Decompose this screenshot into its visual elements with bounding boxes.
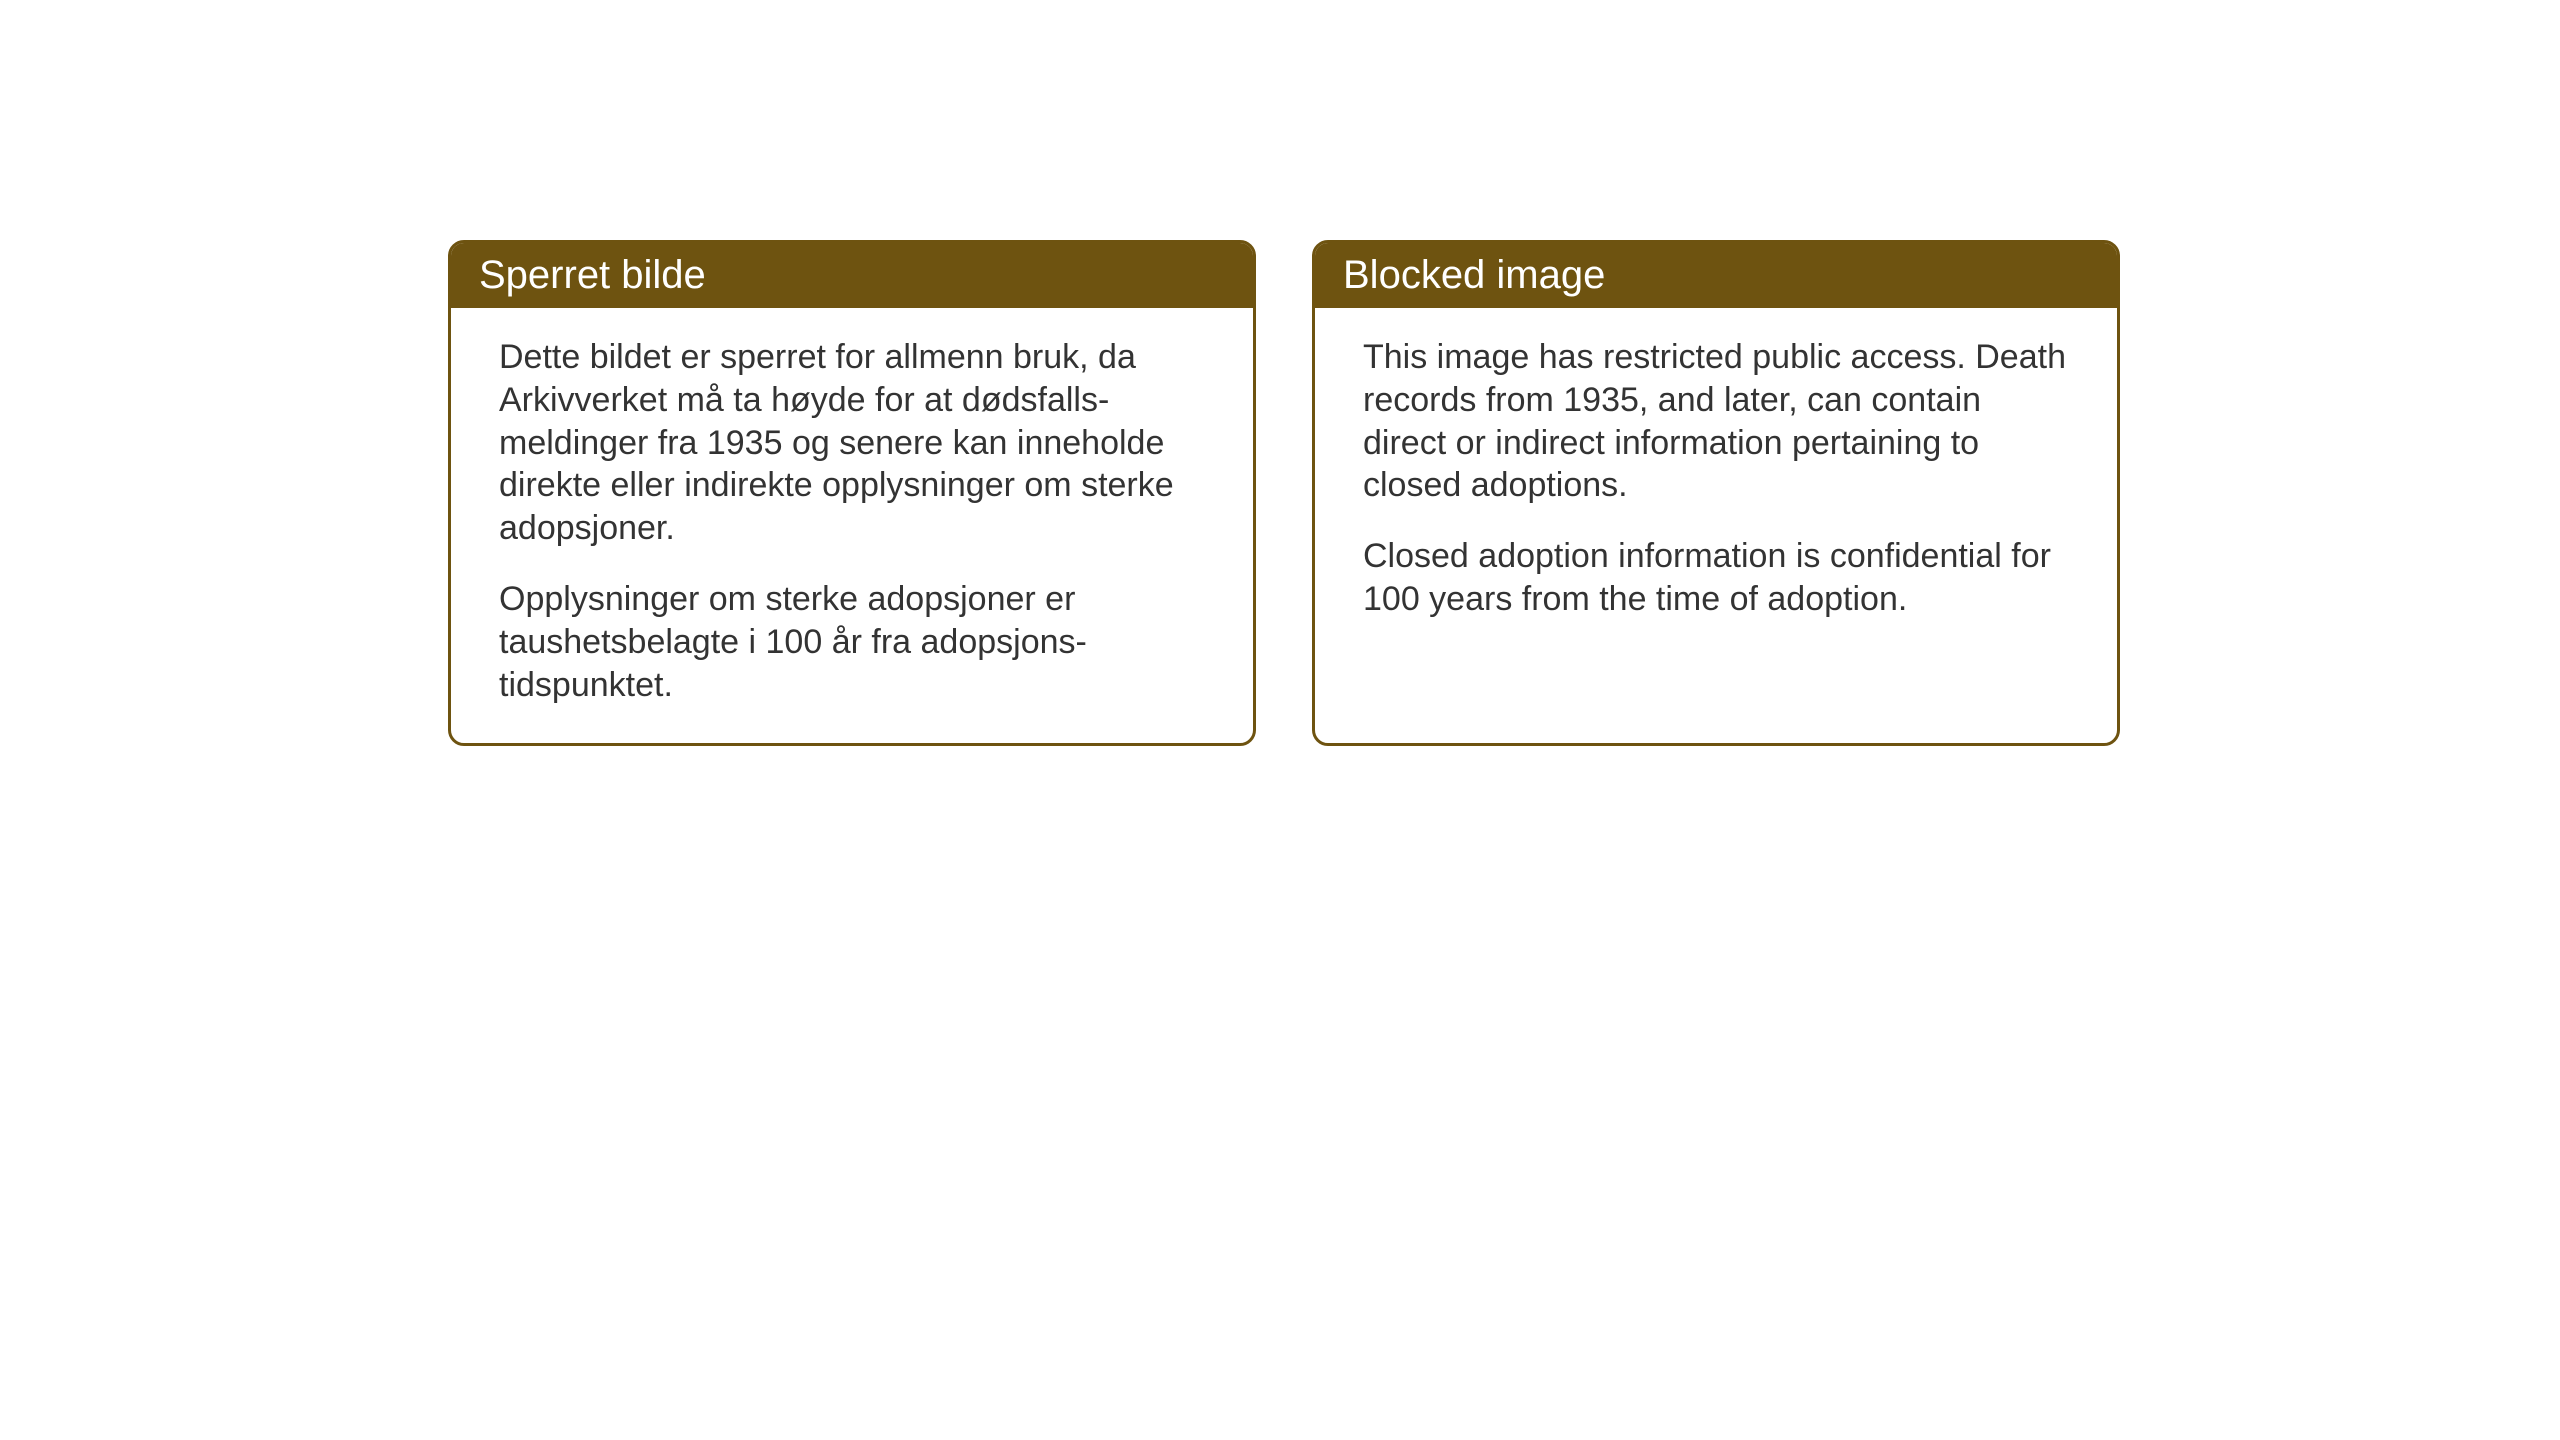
- norwegian-paragraph-1: Dette bildet er sperret for allmenn bruk…: [499, 336, 1205, 550]
- english-card-title: Blocked image: [1343, 253, 1605, 297]
- norwegian-notice-card: Sperret bilde Dette bildet er sperret fo…: [448, 240, 1256, 746]
- norwegian-paragraph-2: Opplysninger om sterke adopsjoner er tau…: [499, 578, 1205, 706]
- english-card-header: Blocked image: [1315, 243, 2117, 308]
- norwegian-card-title: Sperret bilde: [479, 253, 706, 297]
- english-notice-card: Blocked image This image has restricted …: [1312, 240, 2120, 746]
- english-card-body: This image has restricted public access.…: [1315, 308, 2117, 728]
- english-paragraph-1: This image has restricted public access.…: [1363, 336, 2069, 507]
- notice-container: Sperret bilde Dette bildet er sperret fo…: [448, 240, 2120, 746]
- norwegian-card-body: Dette bildet er sperret for allmenn bruk…: [451, 308, 1253, 743]
- english-paragraph-2: Closed adoption information is confident…: [1363, 535, 2069, 621]
- norwegian-card-header: Sperret bilde: [451, 243, 1253, 308]
